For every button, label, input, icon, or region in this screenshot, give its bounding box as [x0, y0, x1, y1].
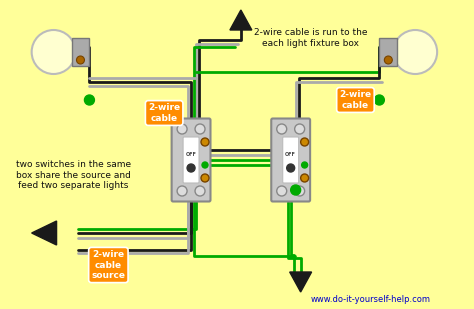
Circle shape — [295, 186, 305, 196]
FancyBboxPatch shape — [172, 118, 210, 201]
Text: OFF: OFF — [285, 151, 296, 156]
Circle shape — [201, 138, 209, 146]
Circle shape — [195, 124, 205, 134]
Circle shape — [301, 138, 309, 146]
Polygon shape — [290, 272, 311, 292]
Circle shape — [32, 30, 75, 74]
FancyBboxPatch shape — [271, 118, 310, 201]
Circle shape — [295, 124, 305, 134]
Circle shape — [202, 162, 208, 168]
FancyBboxPatch shape — [283, 137, 299, 183]
Circle shape — [177, 186, 187, 196]
Circle shape — [287, 164, 295, 172]
Circle shape — [291, 185, 301, 195]
Circle shape — [374, 95, 384, 105]
Text: www.do-it-yourself-help.com: www.do-it-yourself-help.com — [310, 295, 430, 304]
Polygon shape — [32, 221, 56, 245]
Bar — [379, 38, 397, 66]
FancyBboxPatch shape — [183, 137, 199, 183]
Circle shape — [76, 56, 84, 64]
Circle shape — [177, 124, 187, 134]
Text: OFF: OFF — [186, 151, 197, 156]
Circle shape — [201, 174, 209, 182]
Circle shape — [277, 124, 287, 134]
Text: 2-wire
cable
source: 2-wire cable source — [91, 250, 125, 280]
Text: two switches in the same
box share the source and
feed two separate lights: two switches in the same box share the s… — [16, 160, 131, 190]
Circle shape — [277, 186, 287, 196]
Circle shape — [84, 95, 94, 105]
Circle shape — [195, 186, 205, 196]
Text: 2-wire cable is run to the
each light fixture box: 2-wire cable is run to the each light fi… — [254, 28, 367, 48]
Circle shape — [301, 174, 309, 182]
Circle shape — [393, 30, 437, 74]
Polygon shape — [230, 10, 252, 30]
Bar — [72, 38, 90, 66]
Text: 2-wire
cable: 2-wire cable — [339, 90, 372, 110]
Circle shape — [301, 162, 308, 168]
Text: 2-wire
cable: 2-wire cable — [148, 103, 180, 123]
Circle shape — [384, 56, 392, 64]
Circle shape — [187, 164, 195, 172]
